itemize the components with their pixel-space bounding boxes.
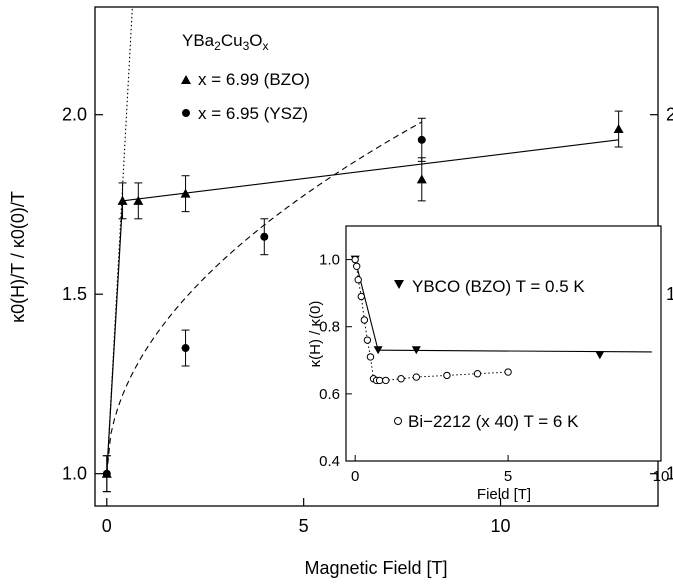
inset-point-bi2212 (412, 373, 421, 381)
main-markers (101, 110, 624, 493)
data-point-ysz (181, 344, 190, 353)
x-axis-title: Magnetic Field [T] (304, 558, 447, 578)
legend-label-ysz: x = 6.95 (YSZ) (198, 104, 308, 123)
inset-y-axis-title: κ(H) / κ(0) (307, 301, 324, 368)
x-tick-label: 10 (491, 516, 511, 536)
inset-x-tick-label: 5 (504, 468, 512, 485)
inset-legend-marker-bi2212 (394, 417, 402, 425)
inset-line-bi2212 (354, 259, 509, 381)
inset-point-ybco (373, 346, 383, 355)
inset-ticks: 0 5 10 0.4 0.6 0.8 1.0 (319, 252, 669, 485)
y-tick-label-right: 1.0 (666, 464, 673, 484)
y-axis-title: κ0(H)/T / κ0(0)/T (8, 191, 28, 323)
inset-point-bi2212 (354, 276, 362, 284)
x-tick-label: 0 (102, 516, 112, 536)
inset-point-ybco (411, 346, 421, 355)
y-tick-label: 2.0 (62, 105, 87, 125)
y-tick-label-right: 1.5 (666, 284, 673, 304)
inset-point-bi2212 (357, 292, 365, 301)
fit-line-dotted (106, 7, 133, 474)
inset-markers (350, 255, 605, 385)
inset-x-axis-title: Field [T] (477, 486, 531, 503)
legend-label-bzo: x = 6.99 (BZO) (198, 70, 310, 89)
y-tick-label-right: 2.0 (666, 105, 673, 125)
y-tick-label: 1.0 (62, 464, 87, 484)
data-point-bzo (180, 188, 191, 198)
inset-y-tick-label: 0.4 (319, 453, 340, 470)
inset-point-bi2212 (397, 375, 405, 383)
inset-point-bi2212 (375, 376, 384, 385)
inset-x-tick-label: 10 (653, 468, 670, 485)
inset-legend-label-bi2212: Bi−2212 (x 40) T = 6 K (408, 412, 579, 431)
inset-point-ybco (595, 351, 605, 360)
legend-marker-ysz (182, 109, 190, 117)
inset-legend-marker-ybco (394, 280, 404, 289)
data-point-ysz (417, 135, 426, 144)
data-point-ysz (102, 469, 111, 478)
x-tick-label: 5 (299, 516, 309, 536)
data-point-bzo (133, 195, 144, 205)
inset-x-tick-label: 0 (351, 468, 359, 485)
legend-title: YBa2Cu3Ox (182, 31, 268, 53)
data-point-ysz (260, 232, 269, 241)
data-point-bzo (117, 195, 128, 205)
y-tick-label: 1.5 (62, 284, 87, 304)
inset-point-bi2212 (382, 376, 390, 385)
inset-y-tick-label: 0.8 (319, 319, 340, 336)
data-point-bzo (613, 124, 624, 134)
inset-point-bi2212 (363, 336, 372, 344)
inset-y-tick-label: 0.6 (319, 386, 340, 403)
inset-y-tick-label: 1.0 (319, 252, 340, 269)
inset-legend-label-ybco: YBCO (BZO) T = 0.5 K (412, 277, 585, 296)
inset-point-bi2212 (360, 316, 369, 324)
inset-point-bi2212 (504, 368, 512, 376)
legend-marker-bzo (181, 75, 191, 84)
data-point-bzo (416, 174, 427, 184)
inset-point-bi2212 (351, 255, 359, 264)
inset-point-bi2212 (366, 353, 375, 361)
inset-point-bi2212 (353, 262, 361, 270)
inset-point-bi2212 (473, 370, 482, 378)
inset-point-bi2212 (443, 371, 451, 380)
